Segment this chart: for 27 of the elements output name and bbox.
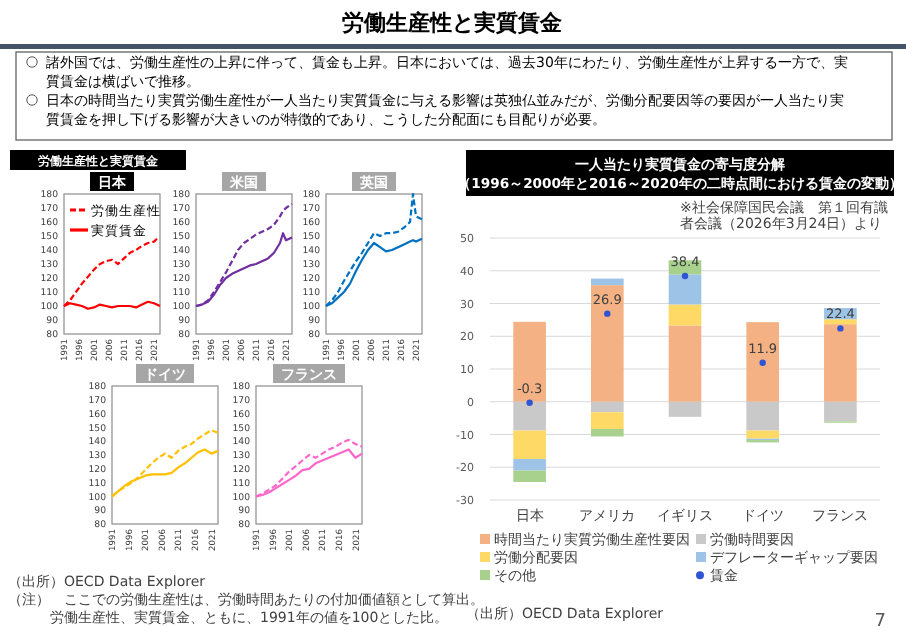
bar	[513, 470, 546, 482]
bar	[513, 459, 546, 471]
point	[837, 325, 844, 332]
bar	[668, 325, 702, 402]
point	[759, 359, 766, 366]
bar	[668, 304, 702, 326]
bar	[513, 430, 546, 460]
point	[526, 399, 533, 406]
bar	[824, 319, 857, 325]
bar	[746, 322, 779, 402]
point	[604, 310, 611, 317]
bar	[591, 428, 624, 437]
bar	[513, 321, 546, 402]
bar	[513, 401, 546, 431]
bar	[824, 401, 857, 422]
bar	[746, 401, 779, 431]
bar	[668, 274, 702, 305]
bar	[824, 324, 857, 402]
bar	[668, 401, 702, 417]
point	[681, 272, 689, 280]
text: 7	[874, 612, 886, 632]
bar	[746, 430, 779, 439]
bar	[591, 278, 624, 286]
text: 労働生産性と実質賃金	[342, 10, 564, 36]
bar	[591, 412, 624, 429]
bar	[591, 401, 624, 413]
bar	[591, 285, 624, 402]
